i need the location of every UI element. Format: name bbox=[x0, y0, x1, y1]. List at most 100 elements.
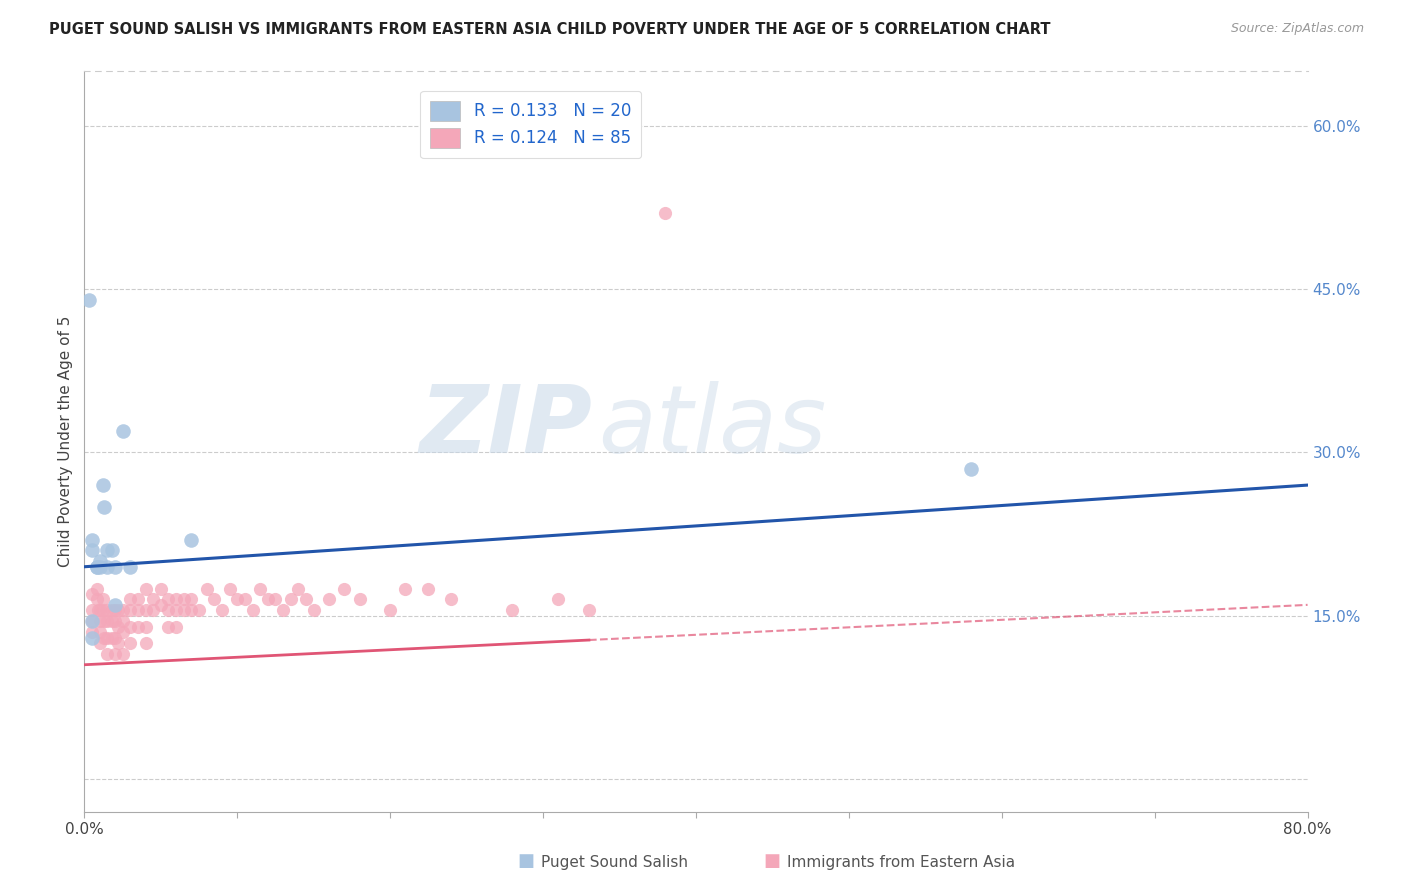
Point bbox=[135, 619, 157, 633]
Point bbox=[135, 636, 157, 650]
Point bbox=[165, 592, 187, 607]
Point bbox=[89, 554, 111, 568]
Point bbox=[333, 582, 356, 596]
Point bbox=[211, 603, 233, 617]
Point bbox=[157, 603, 180, 617]
Point bbox=[287, 582, 309, 596]
Point bbox=[173, 592, 195, 607]
Point bbox=[318, 592, 340, 607]
Point bbox=[111, 614, 134, 628]
Point bbox=[107, 619, 129, 633]
Point bbox=[242, 603, 264, 617]
Point bbox=[120, 636, 142, 650]
Point bbox=[111, 424, 134, 438]
Point bbox=[89, 636, 111, 650]
Point bbox=[302, 603, 325, 617]
Point bbox=[135, 603, 157, 617]
Point bbox=[127, 592, 149, 607]
Point bbox=[93, 614, 115, 628]
Point bbox=[127, 619, 149, 633]
Text: ■: ■ bbox=[763, 852, 780, 870]
Point bbox=[960, 462, 983, 476]
Point bbox=[101, 603, 124, 617]
Point bbox=[165, 603, 187, 617]
Point bbox=[89, 625, 111, 640]
Point bbox=[80, 587, 103, 601]
Point bbox=[96, 543, 118, 558]
Point bbox=[218, 582, 240, 596]
Point bbox=[149, 582, 172, 596]
Point bbox=[120, 559, 142, 574]
Point bbox=[111, 603, 134, 617]
Point bbox=[111, 625, 134, 640]
Point bbox=[188, 603, 211, 617]
Point bbox=[86, 559, 108, 574]
Point bbox=[180, 533, 202, 547]
Point bbox=[96, 647, 118, 661]
Point bbox=[89, 614, 111, 628]
Point bbox=[86, 559, 108, 574]
Point bbox=[295, 592, 318, 607]
Legend: R = 0.133   N = 20, R = 0.124   N = 85: R = 0.133 N = 20, R = 0.124 N = 85 bbox=[420, 91, 641, 158]
Point bbox=[249, 582, 271, 596]
Point bbox=[91, 592, 114, 607]
Text: ZIP: ZIP bbox=[419, 381, 592, 473]
Point bbox=[380, 603, 402, 617]
Point bbox=[654, 206, 676, 220]
Point bbox=[578, 603, 600, 617]
Point bbox=[86, 592, 108, 607]
Point bbox=[80, 614, 103, 628]
Point bbox=[195, 582, 218, 596]
Point bbox=[80, 614, 103, 628]
Point bbox=[96, 631, 118, 645]
Point bbox=[91, 603, 114, 617]
Point bbox=[96, 559, 118, 574]
Point bbox=[120, 592, 142, 607]
Text: atlas: atlas bbox=[598, 381, 827, 472]
Y-axis label: Child Poverty Under the Age of 5: Child Poverty Under the Age of 5 bbox=[58, 316, 73, 567]
Point bbox=[157, 592, 180, 607]
Point bbox=[502, 603, 524, 617]
Point bbox=[264, 592, 287, 607]
Text: PUGET SOUND SALISH VS IMMIGRANTS FROM EASTERN ASIA CHILD POVERTY UNDER THE AGE O: PUGET SOUND SALISH VS IMMIGRANTS FROM EA… bbox=[49, 22, 1050, 37]
Point bbox=[101, 631, 124, 645]
Point bbox=[91, 478, 114, 492]
Text: Puget Sound Salish: Puget Sound Salish bbox=[541, 855, 689, 870]
Point bbox=[120, 603, 142, 617]
Point bbox=[157, 619, 180, 633]
Point bbox=[127, 603, 149, 617]
Point bbox=[233, 592, 256, 607]
Point bbox=[547, 592, 569, 607]
Text: Immigrants from Eastern Asia: Immigrants from Eastern Asia bbox=[787, 855, 1015, 870]
Point bbox=[80, 631, 103, 645]
Point bbox=[89, 559, 111, 574]
Point bbox=[111, 647, 134, 661]
Point bbox=[142, 603, 165, 617]
Text: ■: ■ bbox=[517, 852, 534, 870]
Point bbox=[104, 647, 127, 661]
Point bbox=[96, 603, 118, 617]
Point bbox=[280, 592, 302, 607]
Point bbox=[104, 631, 127, 645]
Point bbox=[107, 636, 129, 650]
Text: Source: ZipAtlas.com: Source: ZipAtlas.com bbox=[1230, 22, 1364, 36]
Point bbox=[89, 603, 111, 617]
Point bbox=[394, 582, 416, 596]
Point bbox=[80, 543, 103, 558]
Point bbox=[440, 592, 463, 607]
Point bbox=[101, 614, 124, 628]
Point bbox=[349, 592, 371, 607]
Point bbox=[77, 293, 100, 307]
Point bbox=[142, 592, 165, 607]
Point bbox=[271, 603, 294, 617]
Point bbox=[107, 603, 129, 617]
Point bbox=[87, 603, 110, 617]
Point bbox=[257, 592, 280, 607]
Point bbox=[180, 603, 202, 617]
Point bbox=[96, 614, 118, 628]
Point bbox=[101, 543, 124, 558]
Point bbox=[93, 500, 115, 514]
Point bbox=[104, 603, 127, 617]
Point bbox=[80, 625, 103, 640]
Point bbox=[165, 619, 187, 633]
